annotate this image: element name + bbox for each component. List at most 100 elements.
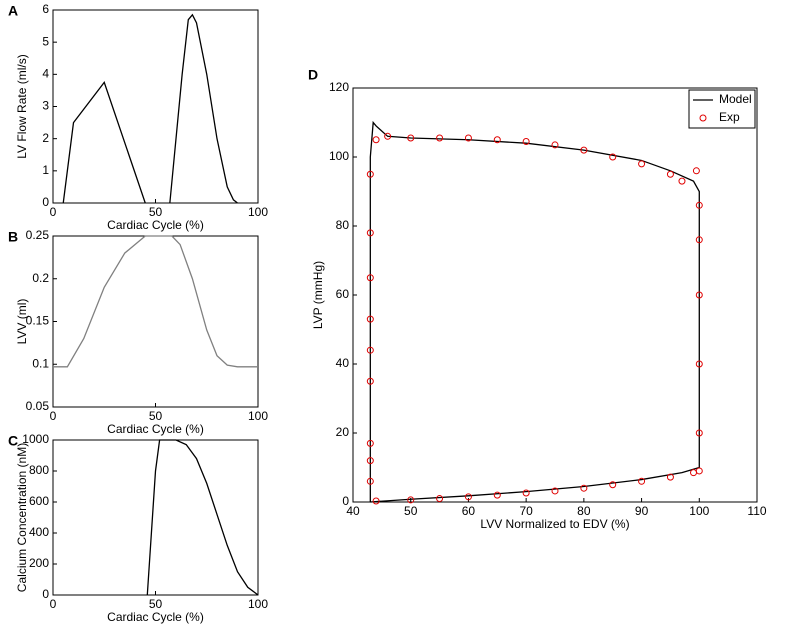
x-tick-label: 100 (248, 205, 268, 219)
x-tick-label: 0 (50, 597, 57, 611)
x-tick-label: 40 (346, 504, 360, 518)
y-axis-label: Calcium Concentration (nM) (15, 443, 29, 592)
series-line (53, 235, 258, 368)
y-tick-label: 60 (336, 287, 350, 301)
data-point (407, 496, 415, 504)
data-point (678, 177, 686, 185)
y-tick-label: 600 (29, 494, 49, 508)
data-point (609, 481, 617, 489)
legend-swatch (699, 114, 707, 122)
y-tick-label: 20 (336, 425, 350, 439)
panel-label: A (8, 3, 18, 19)
data-point (436, 495, 444, 503)
x-axis-label: Cardiac Cycle (%) (107, 218, 204, 232)
x-tick-label: 60 (462, 504, 476, 518)
x-tick-label: 50 (149, 205, 163, 219)
data-point (493, 136, 501, 144)
panel-label: C (8, 433, 18, 449)
data-point (366, 229, 374, 237)
data-point (407, 134, 415, 142)
data-point (690, 469, 698, 477)
data-point (666, 473, 674, 481)
y-tick-label: 0 (42, 587, 49, 601)
x-axis-label: Cardiac Cycle (%) (107, 422, 204, 436)
x-tick-label: 90 (635, 504, 649, 518)
data-point (695, 236, 703, 244)
plot-frame (52, 235, 259, 408)
data-point (366, 457, 374, 465)
y-tick-label: 5 (42, 34, 49, 48)
y-tick-label: 80 (336, 218, 350, 232)
data-point (551, 141, 559, 149)
y-axis-label: LV Flow Rate (ml/s) (15, 54, 29, 158)
data-point (638, 160, 646, 168)
y-tick-label: 1 (42, 163, 49, 177)
data-point (695, 360, 703, 368)
data-point (695, 467, 703, 475)
y-tick-label: 800 (29, 463, 49, 477)
x-tick-label: 110 (747, 504, 766, 518)
data-point (695, 429, 703, 437)
y-tick-label: 4 (42, 67, 49, 81)
data-point (522, 489, 530, 497)
data-point (695, 291, 703, 299)
data-point (436, 134, 444, 142)
y-tick-label: 0 (342, 494, 349, 508)
data-point (551, 487, 559, 495)
data-point (638, 477, 646, 485)
plot-frame (52, 9, 259, 204)
data-point (366, 315, 374, 323)
x-tick-label: 100 (248, 409, 268, 423)
y-tick-label: 2 (42, 131, 49, 145)
x-tick-label: 100 (689, 504, 709, 518)
y-tick-label: 0.05 (26, 399, 50, 413)
data-point (580, 146, 588, 154)
x-axis-label: LVV Normalized to EDV (%) (480, 517, 629, 531)
y-tick-label: 0.25 (26, 228, 50, 242)
series-line (62, 13, 238, 204)
data-point (695, 201, 703, 209)
data-point (692, 167, 700, 175)
data-point (366, 377, 374, 385)
legend-box (688, 89, 756, 129)
series-line (369, 120, 700, 503)
data-point (366, 477, 374, 485)
y-tick-label: 400 (29, 525, 49, 539)
data-point (366, 439, 374, 447)
data-point (372, 136, 380, 144)
data-point (464, 493, 472, 501)
data-point (384, 132, 392, 140)
data-point (366, 170, 374, 178)
y-tick-label: 0.1 (32, 356, 49, 370)
legend-label: Exp (719, 110, 740, 124)
x-tick-label: 50 (404, 504, 418, 518)
data-point (372, 497, 380, 505)
data-point (522, 137, 530, 145)
y-tick-label: 3 (42, 99, 49, 113)
x-tick-label: 50 (149, 597, 163, 611)
x-tick-label: 50 (149, 409, 163, 423)
x-tick-label: 0 (50, 409, 57, 423)
legend-label: Model (719, 92, 752, 106)
y-tick-label: 120 (329, 80, 349, 94)
y-axis-label: LVP (mmHg) (311, 261, 325, 329)
data-point (366, 346, 374, 354)
panel-label: D (308, 67, 318, 83)
y-tick-label: 0 (42, 195, 49, 209)
plot-frame (52, 439, 259, 596)
y-tick-label: 0.15 (26, 314, 50, 328)
series-line (146, 439, 259, 596)
y-tick-label: 6 (42, 2, 49, 16)
x-tick-label: 0 (50, 205, 57, 219)
x-axis-label: Cardiac Cycle (%) (107, 610, 204, 624)
y-axis-label: LVV (ml) (15, 299, 29, 345)
x-tick-label: 80 (577, 504, 591, 518)
y-tick-label: 200 (29, 556, 49, 570)
y-tick-label: 100 (329, 149, 349, 163)
data-point (609, 153, 617, 161)
y-tick-label: 40 (336, 356, 350, 370)
x-tick-label: 70 (519, 504, 533, 518)
data-point (464, 134, 472, 142)
panel-label: B (8, 229, 18, 245)
